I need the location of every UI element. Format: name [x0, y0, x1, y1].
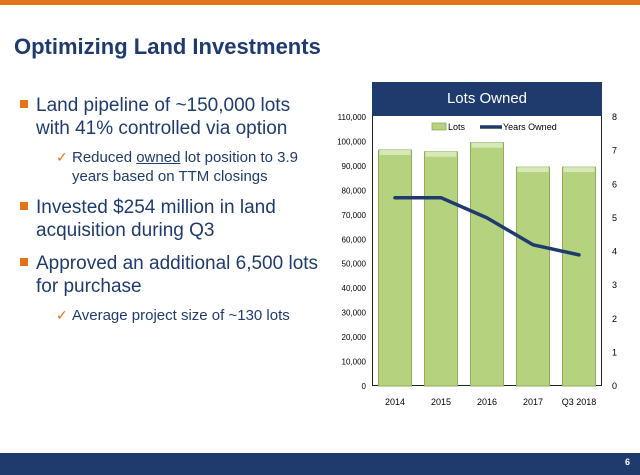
y2-tick-label: 2: [612, 314, 617, 324]
slide-title: Optimizing Land Investments: [14, 34, 321, 59]
y2-tick-label: 5: [612, 213, 617, 223]
y-tick-label: 10,000: [342, 358, 367, 367]
x-tick-label: 2016: [477, 397, 497, 407]
legend-label-lots: Lots: [448, 122, 466, 132]
bar-lots: [378, 149, 412, 387]
subbullet-text: Average project size of ~130 lots: [72, 307, 290, 324]
y-tick-label: 70,000: [342, 211, 367, 220]
y2-tick-label: 3: [612, 280, 617, 290]
bullet-invested: Invested $254 million in land acquisitio…: [20, 196, 320, 242]
bar-lots: [516, 166, 550, 387]
x-tick-label: 2014: [385, 397, 405, 407]
bullet-text: Land pipeline of ~150,000 lots with 41% …: [36, 95, 291, 139]
bar-lots-highlight: [425, 151, 457, 157]
bar-lots: [424, 151, 458, 387]
y2-tick-label: 8: [612, 112, 617, 122]
checkmark-icon: ✓: [56, 149, 68, 165]
y-tick-label: 60,000: [342, 235, 367, 244]
y-tick-label: 90,000: [342, 162, 367, 171]
bullet-approved-lots: Approved an additional 6,500 lots for pu…: [20, 252, 320, 298]
bullet-text: Invested $254 million in land acquisitio…: [36, 197, 276, 241]
y-tick-label: 100,000: [337, 137, 366, 146]
subbullet-text-underlined: owned: [136, 149, 181, 166]
subbullet-text-post: lot position to 3.9 years based on TTM c…: [72, 149, 298, 185]
subbullet-text-pre: Reduced: [72, 149, 137, 166]
y2-tick-label: 6: [612, 179, 617, 189]
legend-label-years-owned: Years Owned: [503, 122, 557, 132]
x-tick-label: Q3 2018: [562, 397, 597, 407]
bar-lots-highlight: [517, 167, 549, 173]
bullet-square-icon: [20, 258, 28, 266]
y2-tick-label: 4: [612, 247, 617, 257]
subbullet-project-size: ✓ Average project size of ~130 lots: [56, 306, 320, 325]
bullet-square-icon: [20, 202, 28, 210]
y2-tick-label: 7: [612, 146, 617, 156]
y-tick-label: 20,000: [342, 333, 367, 342]
page-number: 6: [624, 457, 630, 467]
footer-bar: [0, 453, 640, 475]
x-tick-label: 2015: [431, 397, 451, 407]
bullet-square-icon: [20, 100, 28, 108]
y-tick-label: 40,000: [342, 284, 367, 293]
bullet-land-pipeline: Land pipeline of ~150,000 lots with 41% …: [20, 94, 320, 140]
y-tick-label: 110,000: [338, 113, 367, 122]
bar-lots-highlight: [379, 150, 411, 156]
y-tick-label: 0: [362, 382, 367, 391]
y-tick-label: 80,000: [342, 186, 367, 195]
y2-tick-label: 0: [612, 381, 617, 391]
bar-lots: [562, 166, 596, 387]
bar-lots-highlight: [563, 167, 595, 173]
bar-lots: [470, 142, 504, 387]
bullet-text: Approved an additional 6,500 lots for pu…: [36, 253, 319, 297]
bar-lots-highlight: [471, 142, 503, 148]
y-tick-label: 50,000: [342, 260, 367, 269]
top-accent-bar: [0, 0, 640, 5]
checkmark-icon: ✓: [56, 307, 68, 323]
chart-title: Lots Owned: [372, 82, 602, 116]
legend-swatch-lots: [431, 122, 447, 131]
y2-tick-label: 1: [612, 347, 617, 357]
bullet-list: Land pipeline of ~150,000 lots with 41% …: [20, 94, 320, 335]
subbullet-owned-position: ✓ Reduced owned lot position to 3.9 years…: [56, 148, 320, 186]
x-tick-label: 2017: [523, 397, 543, 407]
lots-owned-chart: 0 10,000 20,000 30,000 40,000 50,000 60,000 70,…: [337, 112, 617, 407]
y-tick-label: 30,000: [342, 309, 367, 318]
